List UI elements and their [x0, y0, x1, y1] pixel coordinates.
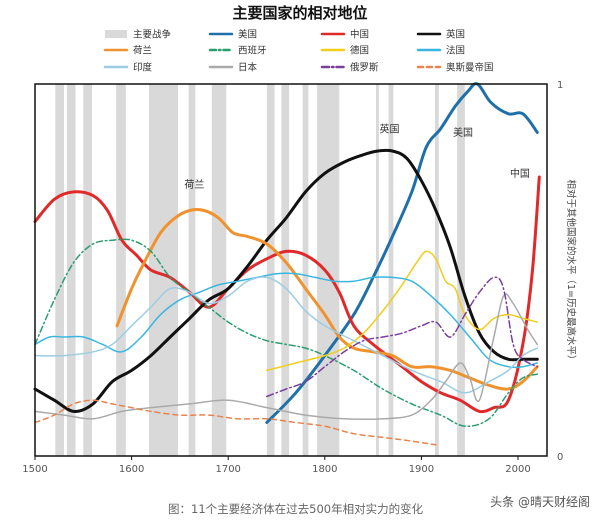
legend-label-1: 美国	[238, 29, 257, 41]
annotation-3: 中国	[510, 167, 530, 180]
series-line-3	[115, 208, 539, 391]
series-line-7	[34, 276, 539, 394]
war-band-10	[317, 84, 340, 456]
legend-label-5: 西班牙	[238, 45, 267, 57]
war-band-1	[66, 84, 76, 456]
series-line-8	[34, 293, 539, 420]
x-axis: 1500 1600 1700 1800 1900 2000	[22, 456, 531, 475]
chart-caption: 图：11个主要经济体在过去500年相对实力的变化	[168, 502, 424, 516]
war-band-3	[116, 84, 126, 456]
legend-label-9: 日本	[238, 62, 258, 74]
legend-label-6: 德国	[350, 45, 369, 57]
legend-label-7: 法国	[446, 45, 465, 57]
series-line-6	[34, 272, 539, 369]
x-tick-label-5: 2000	[505, 464, 530, 475]
war-band-2	[83, 84, 92, 456]
x-tick-label-1: 1600	[119, 464, 144, 475]
legend-label-2: 中国	[350, 29, 369, 41]
series-line-1	[33, 175, 541, 414]
plot-frame	[34, 83, 548, 457]
war-band-7	[266, 84, 275, 456]
legend-label-3: 英国	[446, 29, 465, 41]
legend-label-10: 俄罗斯	[350, 62, 379, 74]
annotation-1: 英国	[380, 122, 400, 135]
series-line-2	[33, 148, 539, 413]
legend-label-0: 主要战争	[133, 29, 172, 41]
war-band-14	[457, 84, 465, 456]
war-band-5	[188, 84, 196, 456]
y-axis-label: 相对于其他国家的水平（1=历史最高水平）	[565, 179, 577, 364]
legend-label-8: 印度	[133, 62, 153, 74]
legend-label-11: 奥斯曼帝国	[446, 62, 494, 74]
war-band-13	[434, 84, 439, 456]
y-tick-label-0: 1	[557, 80, 563, 91]
series-line-10	[34, 399, 437, 446]
x-tick-label-4: 1900	[409, 464, 434, 475]
war-band-6	[211, 84, 227, 456]
chart-title: 主要国家的相对地位	[232, 4, 367, 22]
series-line-9	[266, 276, 539, 398]
x-tick-label-2: 1700	[215, 464, 240, 475]
legend-swatch-0	[105, 30, 127, 38]
watermark: 头条 @晴天财经阁	[490, 495, 590, 509]
war-band-0	[55, 84, 64, 456]
annotation-0: 荷兰	[184, 178, 204, 191]
war-band-12	[388, 84, 394, 456]
series-line-0	[265, 82, 539, 424]
series-line-5	[266, 250, 539, 372]
y-axis: 10	[557, 80, 563, 463]
x-tick-label-0: 1500	[22, 464, 47, 475]
y-tick-label-1: 0	[557, 452, 563, 463]
war-band-8	[281, 84, 290, 456]
war-band-9	[302, 84, 309, 456]
series-line-4	[34, 238, 539, 428]
annotation-2: 美国	[453, 126, 473, 139]
legend-label-4: 荷兰	[133, 45, 152, 57]
x-tick-label-3: 1800	[312, 464, 337, 475]
series-layer	[33, 82, 541, 446]
